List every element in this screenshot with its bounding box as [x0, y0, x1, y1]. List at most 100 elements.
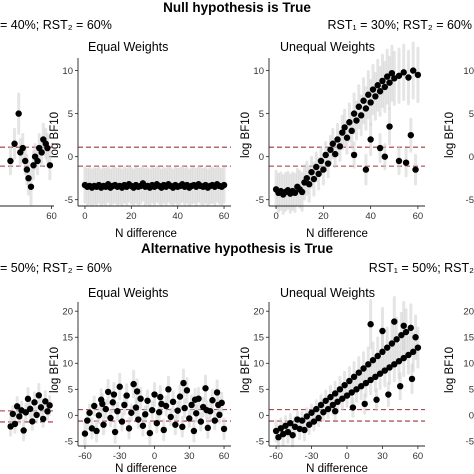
data-point [176, 393, 184, 400]
x-tick-label: 60 [413, 211, 424, 222]
x-tick-label: 60 [413, 451, 424, 462]
data-point [407, 324, 415, 332]
data-point [135, 416, 142, 423]
x-tick-label: -30 [305, 451, 319, 462]
data-point [357, 112, 365, 119]
data-point [346, 119, 353, 126]
data-point [104, 388, 112, 396]
data-point [322, 151, 329, 159]
data-point [220, 425, 228, 433]
data-point [355, 369, 363, 376]
data-point [374, 82, 381, 89]
data-point [93, 427, 100, 435]
data-point [320, 166, 327, 173]
data-point [125, 425, 133, 432]
data-point [361, 400, 368, 408]
data-point [133, 388, 141, 395]
data-point [386, 79, 393, 86]
data-point [23, 166, 31, 173]
data-point [95, 412, 103, 419]
data-point [350, 110, 358, 117]
data-point [334, 136, 341, 143]
data-point [46, 402, 53, 409]
data-point [84, 417, 91, 424]
data-point [7, 157, 14, 165]
y-axis-label-null-unequal: log BF10 [240, 112, 252, 158]
data-point [19, 144, 26, 152]
data-point [367, 321, 374, 328]
data-point [391, 361, 398, 368]
data-point [376, 370, 384, 377]
plot-panel-null-left: 60 [0, 92, 57, 222]
data-point [109, 399, 116, 406]
data-point [34, 157, 41, 165]
data-point [310, 418, 318, 425]
plot-panel-null-right: -5 0 5 10 [463, 66, 474, 206]
data-point [29, 418, 36, 425]
data-point [360, 97, 367, 104]
data-point [305, 421, 313, 428]
data-point [190, 427, 198, 435]
data-point [324, 160, 332, 167]
data-point [412, 334, 419, 341]
data-point [336, 143, 344, 150]
y-tick-label: 0 [68, 411, 73, 422]
panel-title-null-equal: Equal Weights [88, 40, 168, 54]
data-point [169, 398, 177, 406]
data-point [367, 99, 374, 106]
data-point [353, 117, 360, 124]
data-point [339, 395, 346, 402]
data-point [298, 417, 306, 424]
data-point [157, 393, 164, 401]
x-axis-label-null-equal: N difference [115, 228, 177, 240]
data-point [42, 398, 49, 405]
y-tick-label: 0 [68, 152, 73, 163]
x-tick-label: 0 [344, 451, 349, 462]
data-point [313, 405, 320, 413]
data-point [27, 183, 35, 190]
x-axis-label-alternative-equal: N difference [115, 463, 177, 474]
y-tick-label: 20 [463, 307, 474, 318]
data-point [167, 413, 174, 421]
data-point [116, 383, 123, 390]
x-tick-label: 30 [377, 451, 388, 462]
data-point [121, 401, 128, 409]
data-point [188, 401, 195, 409]
data-point [99, 400, 106, 408]
condition-label-alternative-left: = 50%; RST₂ = 60% [0, 261, 112, 275]
data-point [388, 340, 396, 347]
data-point [275, 434, 282, 441]
data-point [130, 380, 137, 388]
x-tick-label: -30 [113, 451, 127, 462]
data-point [165, 386, 172, 393]
data-point [146, 429, 154, 437]
data-point [346, 377, 353, 385]
y-tick-label: 15 [62, 333, 73, 344]
data-point [287, 419, 294, 427]
data-point [211, 417, 218, 424]
data-point [350, 373, 358, 381]
data-point [22, 409, 30, 416]
data-point [367, 136, 374, 143]
data-point [381, 153, 389, 160]
data-point [181, 404, 188, 412]
data-point [391, 318, 398, 325]
data-point [100, 421, 107, 428]
data-point [86, 409, 93, 416]
data-point [331, 150, 339, 158]
panel-title-alternative-unequal: Unequal Weights [280, 286, 375, 300]
data-point [220, 181, 228, 189]
data-point [327, 393, 334, 401]
data-point [213, 389, 221, 396]
data-point [353, 386, 360, 393]
y-axis-label-alternative-equal: log BF10 [49, 347, 61, 393]
data-point [348, 389, 355, 396]
data-point [379, 77, 386, 85]
data-point [172, 421, 179, 428]
x-tick-label: -60 [269, 451, 283, 462]
y-tick-label: -5 [256, 195, 264, 206]
data-point [383, 73, 391, 80]
data-point [379, 348, 386, 356]
y-axis-label-alternative-right: log BF10 [444, 347, 456, 393]
data-point [22, 157, 29, 165]
